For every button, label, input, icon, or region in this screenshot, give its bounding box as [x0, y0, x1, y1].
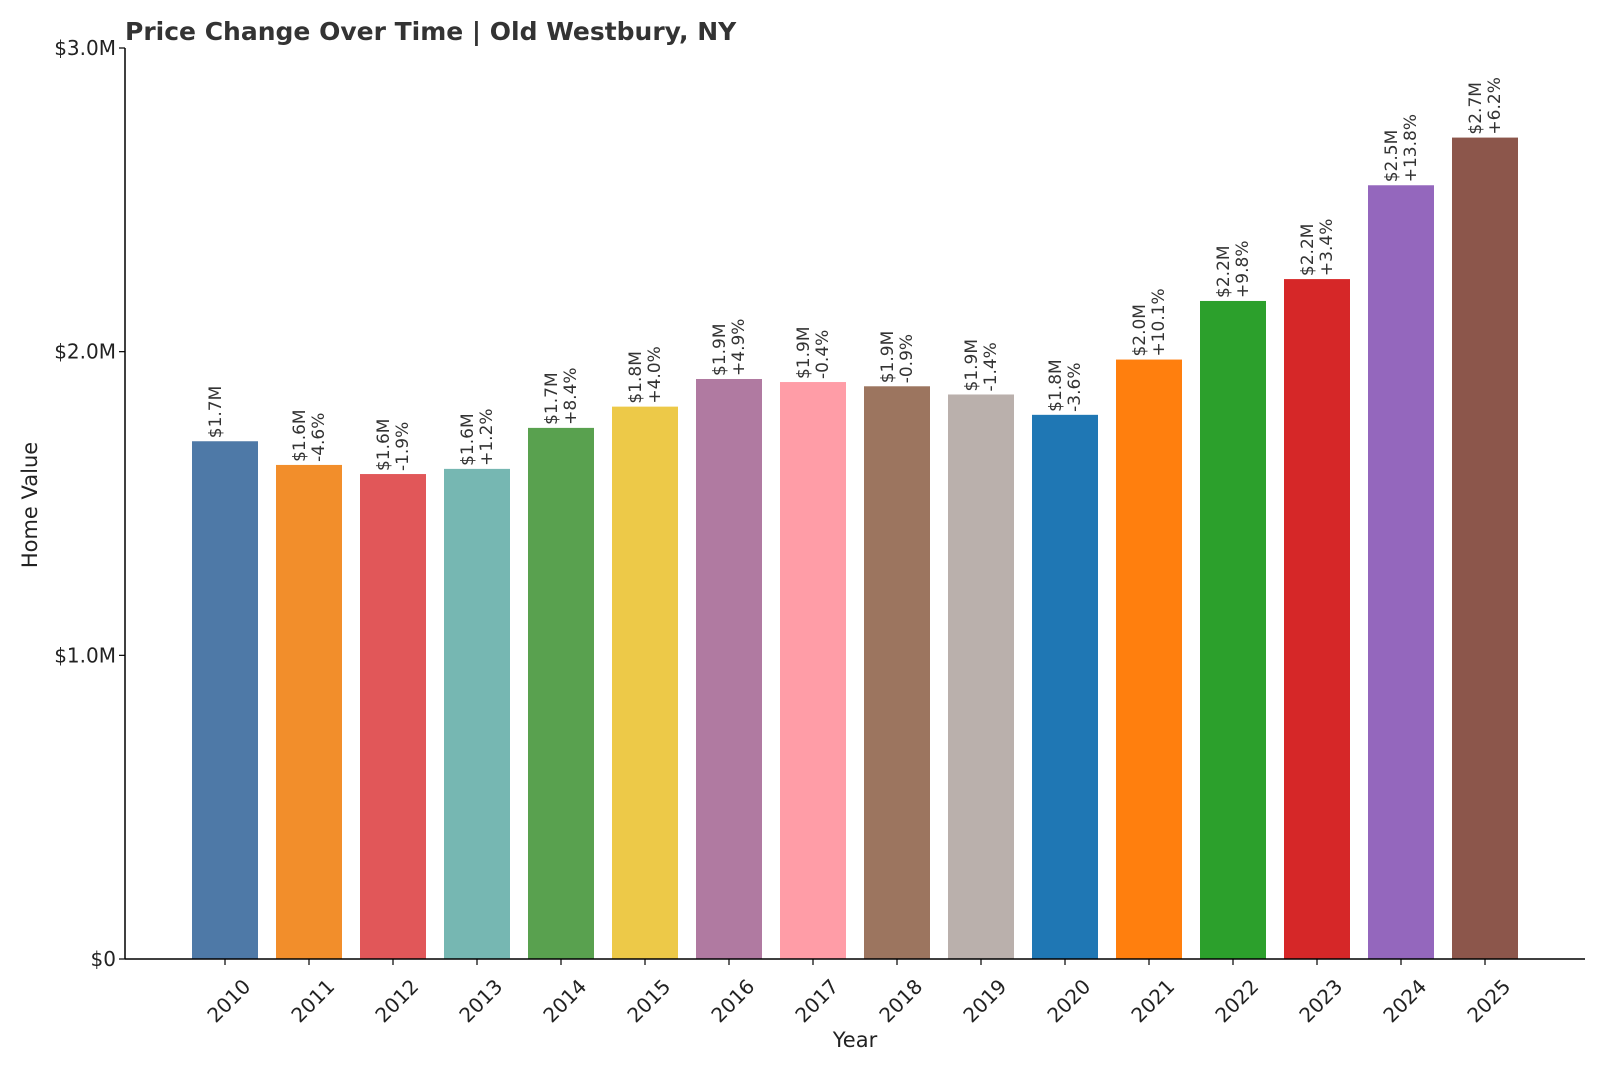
- bar-label-2020: $1.8M-3.6%: [1046, 359, 1085, 412]
- bar-value-label: $1.7M: [206, 386, 226, 439]
- bar-value-label: $2.0M: [1130, 304, 1150, 357]
- bar-change-label: -3.6%: [1065, 363, 1085, 412]
- bar-change-label: -1.9%: [393, 422, 413, 471]
- bar-2010: [192, 441, 258, 960]
- x-tick-label-2024: 2024: [1378, 974, 1431, 1027]
- bar-2013: [444, 468, 510, 959]
- bar-change-label: +1.2%: [477, 408, 497, 465]
- y-tick-label: $1.0M: [54, 643, 116, 667]
- bar-label-2016: $1.9M+4.9%: [710, 319, 749, 376]
- x-tick-label-2015: 2015: [622, 974, 675, 1027]
- x-tick-label-2011: 2011: [286, 974, 339, 1027]
- bar-label-2015: $1.8M+4.0%: [626, 346, 665, 403]
- x-tick-label-2010: 2010: [202, 974, 255, 1027]
- x-tick-label-2017: 2017: [790, 974, 843, 1027]
- bar-change-label: +4.0%: [645, 346, 665, 403]
- bar-value-label: $1.6M: [458, 413, 478, 466]
- bar-label-2018: $1.9M-0.9%: [878, 331, 917, 384]
- bar-change-label: +9.8%: [1233, 241, 1253, 298]
- bar-change-label: +13.8%: [1401, 114, 1421, 182]
- x-tick-label-2018: 2018: [874, 974, 927, 1027]
- bar-label-2017: $1.9M-0.4%: [794, 327, 833, 380]
- x-tick-label-2019: 2019: [958, 974, 1011, 1027]
- bar-value-label: $1.9M: [710, 323, 730, 376]
- bar-2017: [780, 382, 846, 959]
- bar-2015: [612, 406, 678, 959]
- bar-label-2019: $1.9M-1.4%: [962, 339, 1001, 392]
- bar-label-2014: $1.7M+8.4%: [542, 367, 581, 424]
- x-tick-label-2013: 2013: [454, 974, 507, 1027]
- bars-group: [192, 137, 1518, 960]
- bar-value-label: $1.9M: [962, 339, 982, 392]
- bar-value-label: $1.7M: [542, 372, 562, 425]
- bar-labels-group: $1.7M $1.6M-4.6% $1.6M-1.9% $1.6M+1.2%$1.7M…: [206, 77, 1505, 471]
- bar-change-label: -0.4%: [813, 330, 833, 379]
- bar-value-label: $1.6M: [290, 409, 310, 462]
- x-tick-label-2016: 2016: [706, 974, 759, 1027]
- x-tick-label-2021: 2021: [1126, 974, 1179, 1027]
- bar-change-label: -0.9%: [897, 334, 917, 383]
- bar-label-2010: $1.7M: [206, 386, 226, 439]
- bar-value-label: $2.7M: [1466, 82, 1486, 135]
- bar-value-label: $2.2M: [1298, 224, 1318, 277]
- bar-change-label: +3.4%: [1317, 219, 1337, 276]
- bar-2019: [948, 394, 1014, 960]
- bar-label-2024: $2.5M+13.8%: [1382, 114, 1421, 182]
- bar-value-label: $2.5M: [1382, 130, 1402, 183]
- y-tick-label: $2.0M: [54, 340, 116, 364]
- bar-change-label: -4.6%: [309, 413, 329, 462]
- bar-2025: [1452, 137, 1518, 959]
- bar-2020: [1032, 414, 1098, 959]
- bar-change-label: +4.9%: [729, 319, 749, 376]
- bar-change-label: -1.4%: [981, 342, 1001, 391]
- bar-value-label: $1.8M: [626, 351, 646, 404]
- y-ticks-group: $0 $1.0M $2.0M $3.0M: [54, 36, 125, 971]
- bar-2021: [1116, 359, 1182, 959]
- x-tick-label-2020: 2020: [1042, 974, 1095, 1027]
- bar-2016: [696, 378, 762, 959]
- chart-title: Price Change Over Time | Old Westbury, N…: [125, 17, 737, 46]
- bar-value-label: $1.8M: [1046, 359, 1066, 412]
- bar-value-label: $1.9M: [878, 331, 898, 384]
- x-tick-label-2022: 2022: [1210, 974, 1263, 1027]
- bar-label-2012: $1.6M-1.9%: [374, 419, 413, 472]
- bar-label-2021: $2.0M+10.1%: [1130, 288, 1169, 356]
- y-axis-label: Home Value: [18, 442, 42, 568]
- bar-value-label: $1.6M: [374, 419, 394, 472]
- bar-change-label: +10.1%: [1149, 288, 1169, 356]
- y-tick-label: $3.0M: [54, 36, 116, 60]
- bar-2014: [528, 427, 594, 960]
- bar-value-label: $2.2M: [1214, 245, 1234, 298]
- bar-2018: [864, 386, 930, 959]
- bar-2022: [1200, 300, 1266, 959]
- y-tick-label: $0: [91, 947, 116, 971]
- bar-value-label: $1.9M: [794, 327, 814, 380]
- x-tick-label-2014: 2014: [538, 974, 591, 1027]
- bar-2011: [276, 464, 342, 959]
- bar-2012: [360, 474, 426, 959]
- x-tick-label-2023: 2023: [1294, 974, 1347, 1027]
- x-tick-label-2012: 2012: [370, 974, 423, 1027]
- x-ticks-group: 2010 2011 2012 2013 2014 2015 2016 2017 2018 2019…: [202, 959, 1515, 1027]
- bar-change-label: +8.4%: [561, 367, 581, 424]
- x-tick-label-2025: 2025: [1462, 974, 1515, 1027]
- bar-label-2023: $2.2M+3.4%: [1298, 219, 1337, 276]
- bar-label-2022: $2.2M+9.8%: [1214, 241, 1253, 298]
- bar-label-2011: $1.6M-4.6%: [290, 409, 329, 462]
- bar-2024: [1368, 185, 1434, 960]
- x-axis-label: Year: [832, 1028, 878, 1052]
- bar-change-label: +6.2%: [1485, 77, 1505, 134]
- bar-2023: [1284, 279, 1350, 959]
- bar-label-2025: $2.7M+6.2%: [1466, 77, 1505, 134]
- bar-label-2013: $1.6M+1.2%: [458, 408, 497, 465]
